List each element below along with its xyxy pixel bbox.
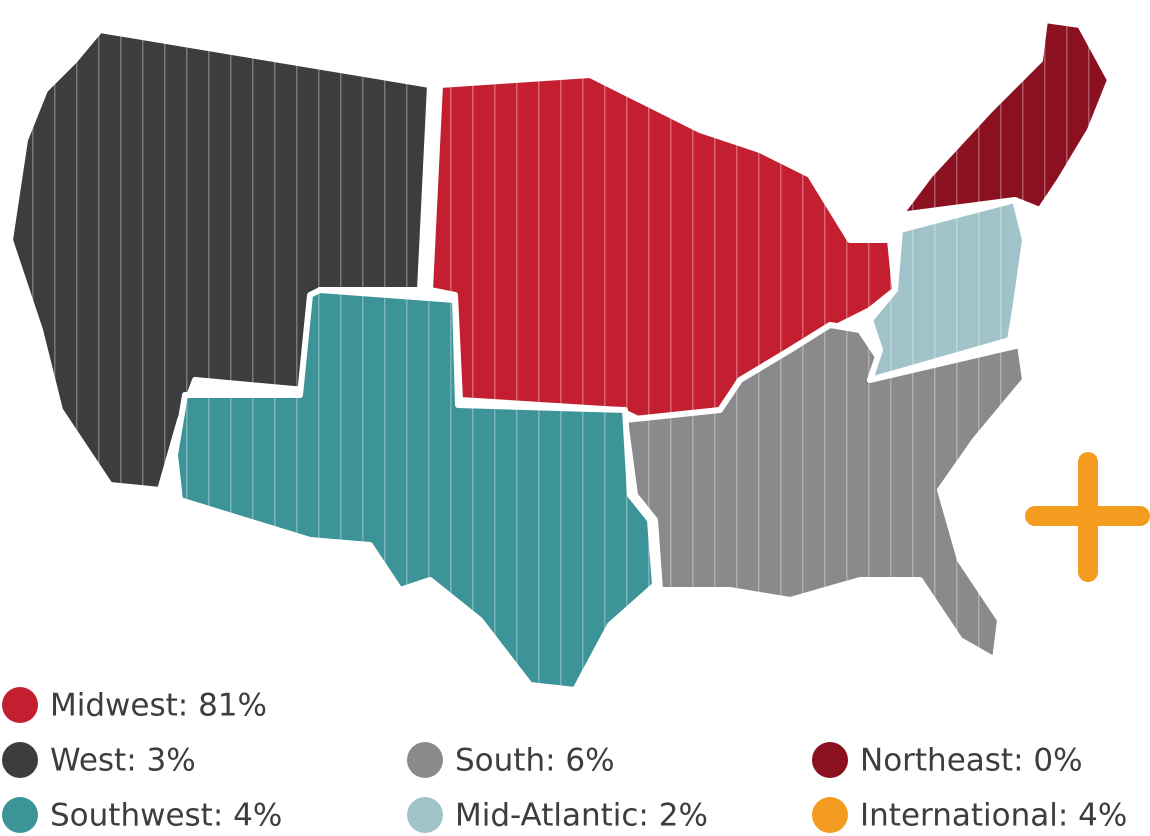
legend-label: Southwest: 4% — [50, 798, 282, 834]
legend-swatch — [812, 797, 848, 833]
legend-swatch — [2, 797, 38, 833]
region-stripes — [900, 20, 1110, 215]
region-stripes — [870, 200, 1025, 380]
legend-label: International: 4% — [860, 798, 1127, 834]
region-stripes — [625, 325, 1025, 660]
legend-swatch — [2, 742, 38, 778]
international-plus — [1025, 452, 1150, 582]
legend-swatch — [407, 742, 443, 778]
legend: Midwest: 81% West: 3% South: 6% Northeast: … — [2, 687, 1127, 834]
legend-label: Northeast: 0% — [860, 743, 1083, 779]
legend-label: West: 3% — [50, 743, 196, 779]
legend-swatch — [812, 742, 848, 778]
region-stripes — [175, 290, 655, 690]
legend-swatch — [2, 687, 38, 723]
legend-swatch — [407, 797, 443, 833]
map-regions — [7, 17, 1150, 693]
legend-label: South: 6% — [455, 743, 615, 779]
legend-label: Midwest: 81% — [50, 688, 267, 724]
legend-label: Mid-Atlantic: 2% — [455, 798, 708, 834]
region-stripes — [430, 75, 895, 420]
region-stripes — [10, 30, 430, 490]
